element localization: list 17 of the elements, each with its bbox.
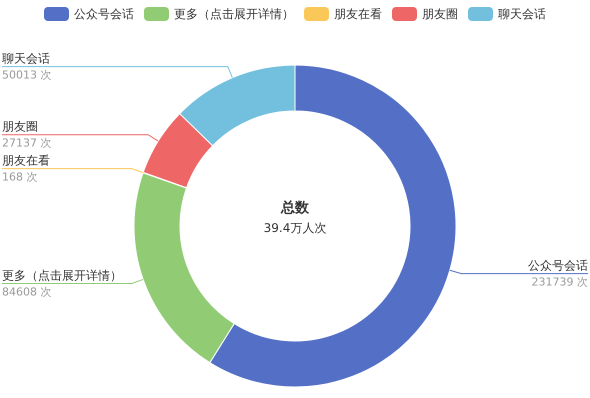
legend-label: 聊天会话	[498, 7, 546, 21]
legend-label: 公众号会话	[74, 7, 134, 21]
slice-label: 公众号会话	[528, 258, 588, 273]
slice-label: 聊天会话	[2, 52, 50, 66]
data-label: 84608 次	[2, 285, 52, 298]
slice-label: 更多（点击展开详情）	[2, 268, 122, 282]
text: 总数	[280, 200, 310, 216]
legend-label: 更多（点击展开详情）	[174, 7, 294, 21]
data-label: 27137 次	[2, 136, 52, 150]
text: 39.4万人次	[264, 221, 326, 235]
data-label: 231739 次	[532, 276, 588, 289]
slice-label: 朋友在看	[2, 154, 50, 168]
legend-label: 朋友在看	[334, 7, 382, 21]
data-label: 50013 次	[2, 68, 52, 82]
data-label: 168 次	[2, 170, 38, 184]
legend-label: 朋友圈	[422, 7, 458, 21]
slice-label: 朋友圈	[2, 120, 38, 134]
